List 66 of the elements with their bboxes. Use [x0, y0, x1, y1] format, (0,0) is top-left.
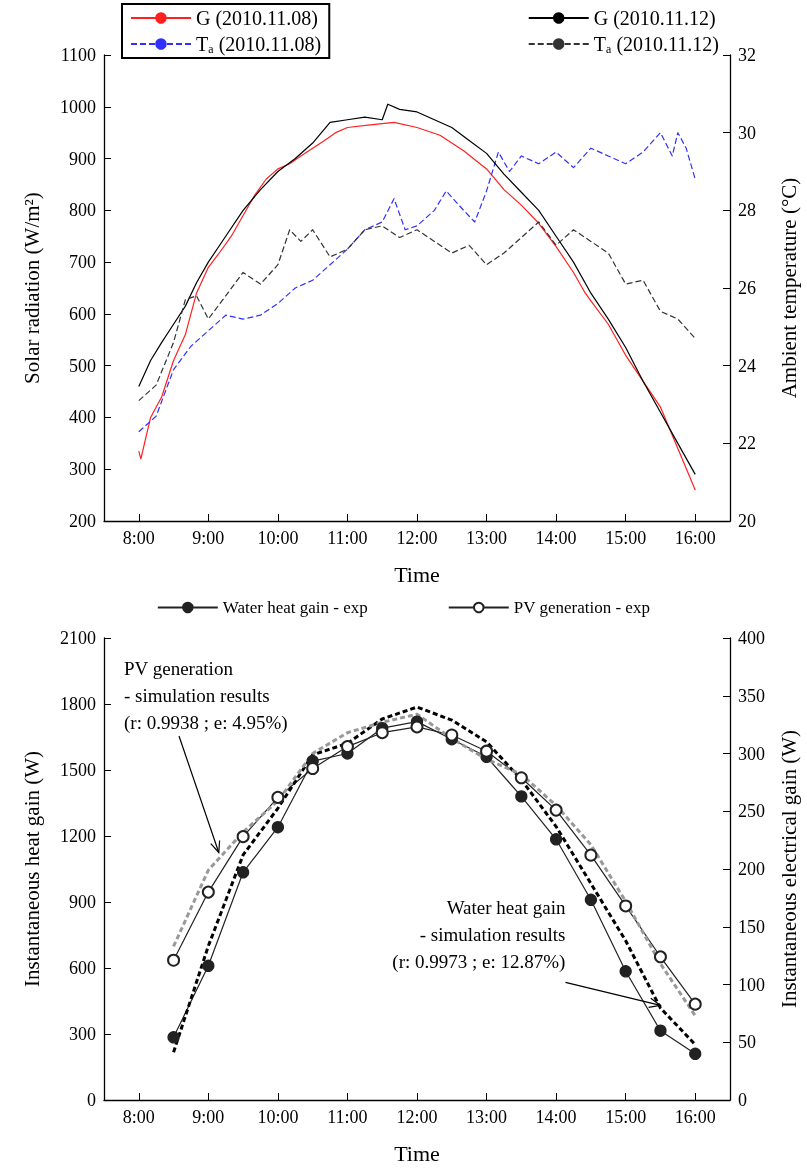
x-tick-label: 13:00: [466, 1107, 508, 1127]
x-axis-title: Time: [394, 1140, 440, 1166]
y-tick-label: 1000: [60, 96, 96, 117]
y-tick-label: 1800: [60, 694, 96, 714]
x-tick-label: 10:00: [257, 1107, 299, 1127]
y2-tick-label: 50: [738, 1032, 756, 1053]
x-tick-label: 16:00: [674, 528, 716, 548]
x-tick-label: 12:00: [396, 528, 438, 548]
x-tick-label: 9:00: [192, 528, 225, 548]
y-tick-label: 700: [69, 252, 96, 273]
x-tick-label: 15:00: [605, 1107, 647, 1127]
x-tick-label: 8:00: [122, 1107, 155, 1127]
y2-tick-label: 250: [738, 801, 765, 822]
y-tick-label: 1100: [60, 45, 96, 65]
y-tick-label: 0: [87, 1090, 96, 1110]
y2-tick-label: 100: [738, 974, 765, 995]
x-tick-label: 11:00: [327, 1107, 368, 1127]
y-tick-label: 600: [69, 303, 96, 324]
y-tick-label: 1500: [60, 760, 96, 780]
y-tick-label: 900: [69, 892, 96, 912]
legend-label: PV generation - exp: [513, 598, 650, 617]
legend-label: G (2010.11.08): [196, 7, 319, 30]
legend-label: Tₐ (2010.11.08): [196, 33, 322, 56]
y-axis-title: Instantaneous heat gain (W): [19, 750, 44, 988]
y2-tick-label: 150: [738, 916, 765, 937]
x-tick-label: 12:00: [396, 1107, 438, 1127]
y-tick-label: 2100: [60, 628, 96, 648]
y-tick-label: 600: [69, 958, 96, 978]
y-axis-title: Solar radiation (W/m²): [19, 192, 44, 384]
x-tick-label: 8:00: [122, 528, 155, 548]
y2-tick-label: 22: [738, 433, 756, 454]
y2-tick-label: 200: [738, 859, 765, 879]
x-tick-label: 16:00: [674, 1107, 716, 1127]
legend-label: Tₐ (2010.11.12): [593, 33, 719, 56]
y2-axis-title: Instantaneous electrical gain (W): [776, 729, 801, 1009]
x-axis-title: Time: [394, 561, 440, 587]
y-tick-label: 1200: [60, 826, 96, 846]
y2-tick-label: 300: [738, 743, 765, 764]
x-tick-label: 15:00: [605, 528, 647, 548]
legend-label: G (2010.11.12): [593, 7, 716, 30]
x-tick-label: 11:00: [327, 528, 368, 548]
x-tick-label: 13:00: [466, 528, 508, 548]
y2-tick-label: 0: [738, 1090, 747, 1110]
y2-tick-label: 350: [738, 685, 765, 706]
y2-tick-label: 400: [738, 628, 765, 648]
y2-tick-label: 24: [738, 355, 756, 376]
y2-tick-label: 32: [738, 45, 756, 65]
annotation: Water heat gain - simulation results (r: 0.9973 ; e: 12.87%): [392, 897, 566, 974]
y-tick-label: 500: [69, 355, 96, 376]
x-tick-label: 9:00: [192, 1107, 225, 1127]
y-tick-label: 400: [69, 407, 96, 428]
legend-label: Water heat gain - exp: [222, 598, 368, 617]
x-tick-label: 10:00: [257, 528, 299, 548]
y2-tick-label: 30: [738, 122, 756, 143]
y-tick-label: 900: [69, 148, 96, 169]
y-tick-label: 300: [69, 1024, 96, 1044]
y2-tick-label: 20: [738, 511, 756, 531]
y2-axis-title: Ambient temperature (°C): [776, 177, 801, 399]
y-tick-label: 300: [69, 459, 96, 480]
y2-tick-label: 28: [738, 200, 756, 221]
annotation: PV generation - simulation results (r: 0.9938 ; e: 4.95%): [124, 658, 288, 734]
y2-tick-label: 26: [738, 278, 756, 298]
x-tick-label: 14:00: [535, 1107, 577, 1127]
x-tick-label: 14:00: [535, 528, 577, 548]
y-tick-label: 200: [69, 511, 96, 531]
y-tick-label: 800: [69, 200, 96, 221]
